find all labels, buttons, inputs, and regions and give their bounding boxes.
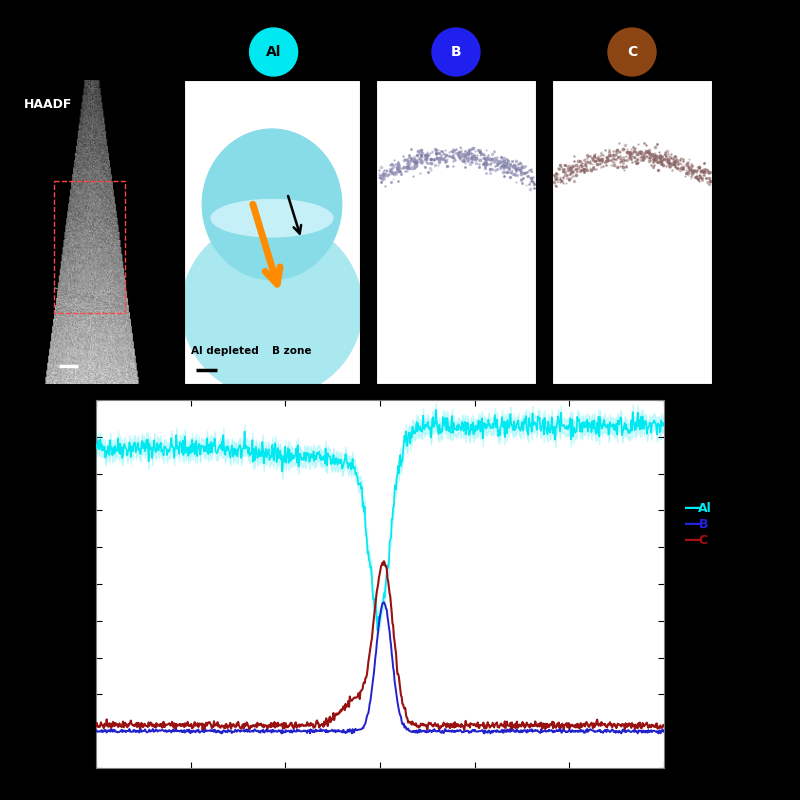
Text: —: —: [684, 515, 702, 533]
Text: —: —: [684, 531, 702, 549]
Text: HAADF: HAADF: [24, 98, 72, 111]
Ellipse shape: [181, 218, 363, 398]
Bar: [54, 182, 126, 313]
Text: —: —: [684, 499, 702, 517]
Text: B: B: [698, 518, 708, 530]
Text: C: C: [627, 45, 637, 59]
Text: B zone: B zone: [272, 346, 311, 355]
Text: Al: Al: [698, 502, 712, 514]
Ellipse shape: [202, 128, 342, 280]
Text: Al: Al: [266, 45, 282, 59]
Text: Al depleted: Al depleted: [191, 346, 258, 355]
Text: C: C: [698, 534, 707, 546]
Text: B: B: [450, 45, 462, 59]
Ellipse shape: [210, 199, 334, 238]
